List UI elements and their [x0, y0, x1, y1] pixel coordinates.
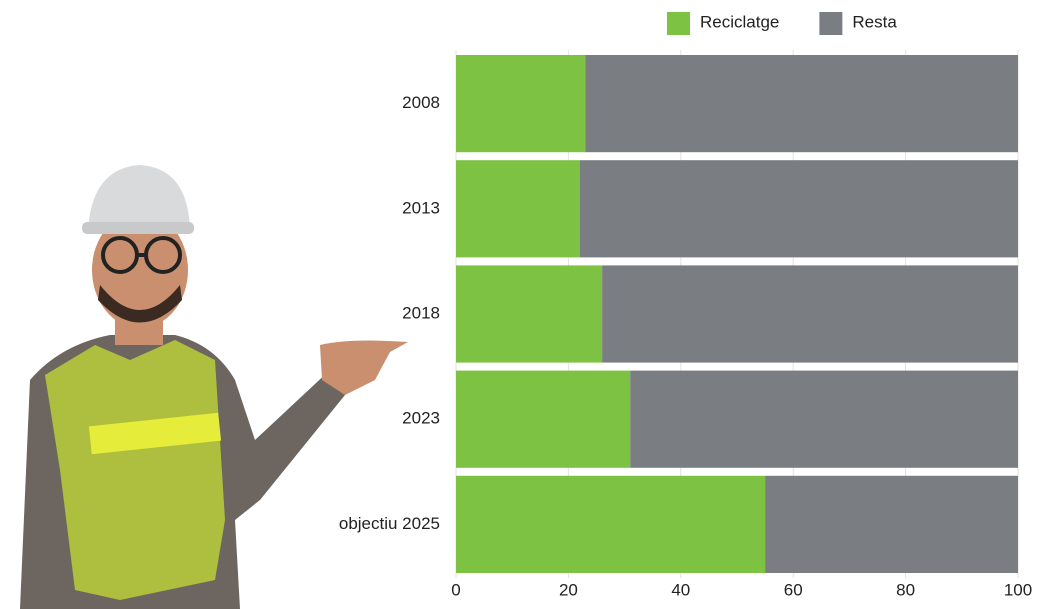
x-tick-label: 80	[896, 580, 915, 599]
y-tick-label: 2018	[402, 303, 440, 322]
bar-segment	[765, 476, 1018, 573]
legend-label: Reciclatge	[700, 12, 779, 31]
bar-segment	[456, 476, 765, 573]
x-tick-label: 40	[671, 580, 690, 599]
bar-segment	[456, 265, 602, 362]
bar-segment	[580, 160, 1018, 257]
legend-swatch	[667, 12, 690, 35]
page: 0 20 40 60 80 100 2008 2013 2018 2023 objectiu 202…	[0, 0, 1052, 609]
x-tick-label: 20	[559, 580, 578, 599]
x-tick-label: 0	[451, 580, 460, 599]
chart: 0 20 40 60 80 100 2008 2013 2018 2023 objectiu 202…	[0, 0, 1052, 609]
bar-segment	[456, 160, 580, 257]
x-tick-label: 100	[1004, 580, 1032, 599]
bar-segment	[456, 371, 630, 468]
plot-area: 0 20 40 60 80 100 2008 2013 2018 2023 objectiu 202…	[339, 12, 1032, 599]
bar-segment	[630, 371, 1018, 468]
bar-segment	[585, 55, 1018, 152]
y-tick-label: 2008	[402, 93, 440, 112]
worker-illustration	[20, 165, 408, 609]
legend-swatch	[819, 12, 842, 35]
legend-label: Resta	[852, 12, 897, 31]
bar-segment	[602, 265, 1018, 362]
x-tick-label: 60	[784, 580, 803, 599]
y-tick-label: 2013	[402, 198, 440, 217]
y-tick-label: 2023	[402, 409, 440, 428]
bar-segment	[456, 55, 585, 152]
y-tick-label: objectiu 2025	[339, 514, 440, 533]
